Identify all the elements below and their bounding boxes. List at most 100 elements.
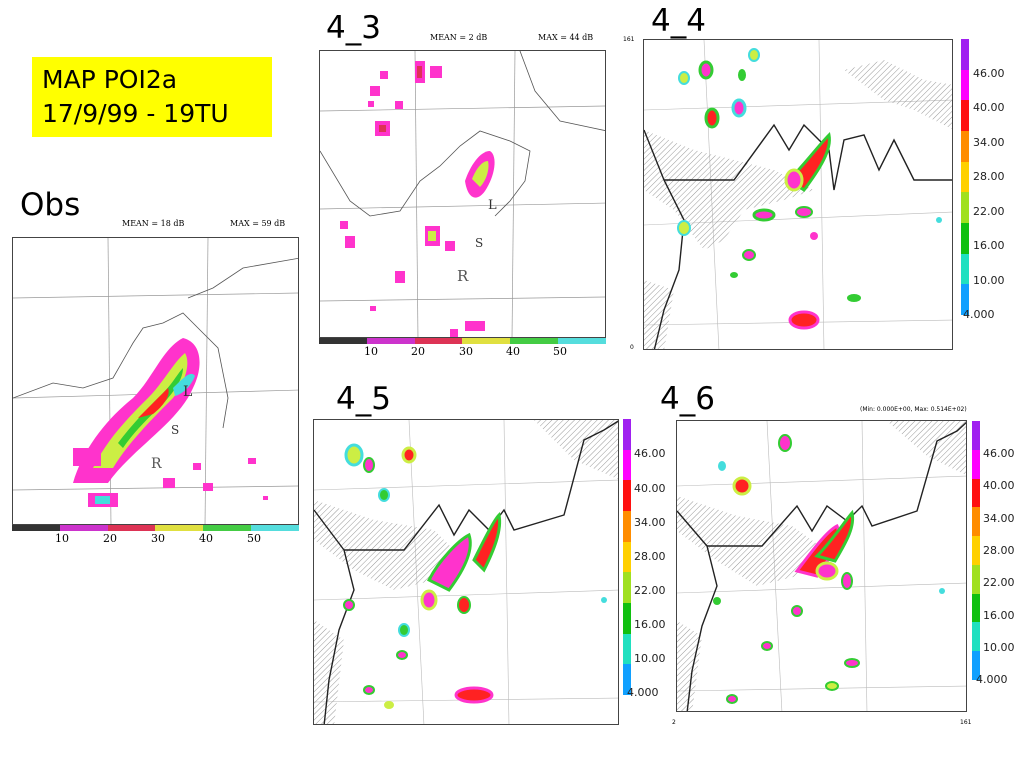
colorbar-swatch [623, 511, 631, 542]
p44-colorbar-tick: 16.00 [973, 239, 1005, 252]
p46-corner-br: 161 [960, 719, 972, 726]
p43-letter-s: S [475, 236, 483, 250]
scale-swatch [251, 525, 299, 531]
panel-4-4-label: 4_4 [651, 3, 706, 39]
p43-letter-r: R [457, 267, 469, 285]
p43-echoes [340, 61, 495, 337]
p46-echoes [713, 434, 945, 704]
obs-tick: 30 [151, 532, 165, 545]
p43-mean: MEAN = 2 dB [430, 33, 488, 42]
p45-colorbar-tick: 22.00 [634, 584, 666, 597]
panel-4-4-map [643, 39, 953, 350]
obs-max: MAX = 59 dB [230, 219, 286, 228]
colorbar-swatch [961, 192, 969, 224]
p43-tick: 50 [553, 345, 567, 358]
scale-swatch [414, 338, 463, 344]
p46-colorbar-tick: 4.000 [976, 673, 1008, 686]
title-line-1: MAP POI2a [42, 65, 178, 94]
colorbar-swatch [623, 541, 631, 573]
colorbar-swatch [623, 572, 631, 604]
colorbar-swatch [961, 69, 969, 101]
obs-tick: 40 [199, 532, 213, 545]
p44-echoes [677, 48, 942, 330]
colorbar-swatch [623, 419, 631, 450]
p43-tick: 20 [411, 345, 425, 358]
colorbar-swatch [961, 131, 969, 162]
p44-colorbar-tick: 46.00 [973, 67, 1005, 80]
p46-colorbar-tick: 28.00 [983, 544, 1015, 557]
p44-colorbar-tick: 22.00 [973, 205, 1005, 218]
panel-4-3-label: 4_3 [326, 10, 381, 46]
p46-colorbar-tick: 40.00 [983, 479, 1015, 492]
colorbar-swatch [961, 253, 969, 285]
p43-letter-l: L [488, 198, 497, 213]
colorbar-swatch [972, 478, 980, 508]
colorbar-swatch [623, 664, 631, 696]
colorbar-swatch [623, 449, 631, 481]
p43-map-graphic: R L S [320, 51, 605, 337]
colorbar-swatch [961, 161, 969, 193]
p44-colorbar-tick: 4.000 [963, 308, 995, 321]
scale-swatch [462, 338, 511, 344]
p45-map-graphic [314, 420, 618, 724]
p46-colorbar-tick: 34.00 [983, 512, 1015, 525]
scale-swatch [319, 338, 367, 344]
scale-swatch [510, 338, 559, 344]
p44-corner-bl: 0 [630, 344, 634, 351]
panel-4-5-map [313, 419, 619, 725]
panel-4-3-map: R L S [319, 50, 606, 338]
p44-colorbar [961, 39, 969, 316]
scale-swatch [366, 338, 415, 344]
obs-letter-s: S [171, 423, 179, 437]
colorbar-swatch [972, 449, 980, 479]
p46-colorbar-tick: 22.00 [983, 576, 1015, 589]
obs-letter-l: L [183, 384, 192, 400]
scale-swatch [203, 525, 252, 531]
obs-map-graphic: R L S [13, 238, 298, 524]
panel-4-6-map [676, 420, 967, 712]
scale-swatch [558, 338, 606, 344]
colorbar-swatch [972, 507, 980, 537]
p46-map-graphic [677, 421, 966, 711]
p46-colorbar [972, 421, 980, 681]
colorbar-swatch [972, 536, 980, 565]
colorbar-swatch [623, 480, 631, 512]
scale-swatch [107, 525, 156, 531]
p44-corner-tl: 161 [623, 36, 635, 43]
colorbar-swatch [972, 651, 980, 681]
obs-label: Obs [20, 187, 81, 223]
obs-tick: 20 [103, 532, 117, 545]
scale-swatch [155, 525, 204, 531]
p44-colorbar-tick: 40.00 [973, 101, 1005, 114]
p45-colorbar-tick: 4.000 [627, 686, 659, 699]
p45-colorbar-tick: 10.00 [634, 652, 666, 665]
p43-tick: 10 [364, 345, 378, 358]
p44-colorbar-tick: 28.00 [973, 170, 1005, 183]
colorbar-swatch [961, 100, 969, 132]
obs-color-scale [12, 525, 299, 531]
p46-colorbar-tick: 16.00 [983, 609, 1015, 622]
panel-4-5-label: 4_5 [336, 381, 391, 417]
colorbar-swatch [623, 603, 631, 634]
p46-corner-bl: 2 [672, 719, 676, 726]
obs-map: R L S [12, 237, 299, 525]
p45-colorbar-tick: 46.00 [634, 447, 666, 460]
title-box: MAP POI2a 17/9/99 - 19TU [32, 57, 272, 137]
p45-colorbar-tick: 40.00 [634, 482, 666, 495]
p45-colorbar-tick: 34.00 [634, 516, 666, 529]
p44-colorbar-tick: 10.00 [973, 274, 1005, 287]
p46-colorbar-tick: 46.00 [983, 447, 1015, 460]
p46-colorbar-tick: 10.00 [983, 641, 1015, 654]
colorbar-swatch [972, 593, 980, 623]
obs-letter-r: R [151, 456, 162, 472]
colorbar-swatch [961, 284, 969, 316]
colorbar-swatch [972, 622, 980, 652]
scale-swatch [12, 525, 60, 531]
scale-swatch [59, 525, 108, 531]
p43-tick: 30 [459, 345, 473, 358]
p43-max: MAX = 44 dB [538, 33, 594, 42]
p45-echoes [343, 443, 607, 709]
p43-color-scale [319, 338, 606, 344]
colorbar-swatch [961, 223, 969, 254]
colorbar-swatch [972, 564, 980, 594]
